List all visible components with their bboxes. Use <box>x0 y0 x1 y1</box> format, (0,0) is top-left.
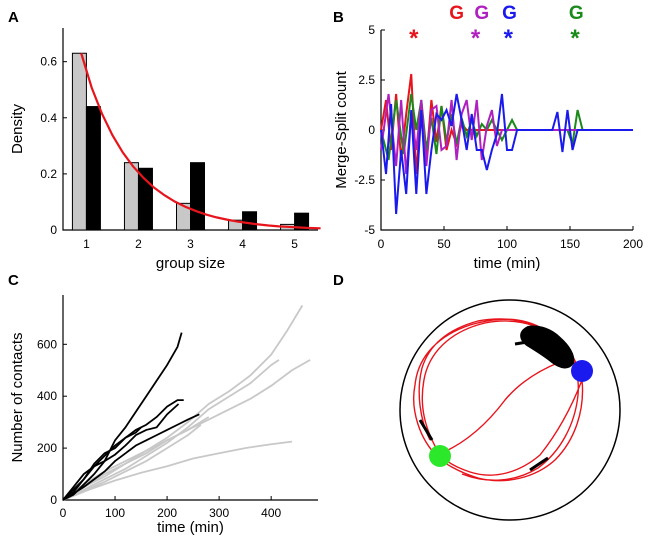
panel-b-star: * <box>504 25 514 52</box>
panel-b-ytick-label: 0 <box>368 123 375 137</box>
panel-c-xtick-label: 200 <box>157 506 177 520</box>
panel-a-ytick-label: 0.2 <box>40 167 57 181</box>
panel-label-b: B <box>333 9 344 26</box>
panel-b-ytick-label: -2.5 <box>354 173 375 187</box>
panel-a-chart: 0 0.2 0.4 0.6 1 2 3 4 5 group size Density <box>9 28 321 272</box>
panel-c-ytick-label: 600 <box>37 337 57 351</box>
panel-c-xlabel: time (min) <box>157 519 224 536</box>
panel-c-axes <box>62 295 318 501</box>
panel-b-ylabel: Merge-Split count <box>333 70 350 188</box>
panel-a-xtick-label: 2 <box>135 237 142 251</box>
panel-c-series-g5 <box>62 424 202 501</box>
panel-b-ytick-label: -5 <box>364 223 375 237</box>
panel-b-star: * <box>409 25 419 52</box>
panel-a-bar-model <box>294 212 310 231</box>
dense-trajectory-blob <box>520 325 575 369</box>
panel-b-xtick-label: 100 <box>497 237 517 251</box>
panel-c-xtick-label: 400 <box>261 506 281 520</box>
panel-b-ytick-label: 5 <box>368 23 375 37</box>
panel-b-xlabel: time (min) <box>474 255 541 272</box>
panel-a-bar-model <box>190 162 205 231</box>
panel-label-c: C <box>8 272 19 289</box>
panel-a-xtick-label: 5 <box>291 237 298 251</box>
panel-b-marker-label: G <box>474 3 489 24</box>
panel-b-series-blue <box>380 93 633 215</box>
panel-a-ylabel: Density <box>9 103 26 154</box>
panel-c-xtick-label: 300 <box>209 506 229 520</box>
arena-boundary <box>399 299 621 521</box>
panel-c-series-k5 <box>62 426 142 501</box>
panel-d-arena <box>399 299 621 521</box>
panel-label-a: A <box>8 9 19 26</box>
panel-a-ytick-label: 0 <box>50 223 57 237</box>
panel-c-chart: 0 200 400 600 0 100 200 300 400 time (min) Number … <box>9 295 318 536</box>
panel-b-marker-label: G <box>449 3 464 24</box>
panel-c-series-k1 <box>62 332 183 501</box>
end-position-marker <box>571 360 593 382</box>
panel-c-series-g1 <box>62 440 293 501</box>
panel-b-xtick-label: 0 <box>378 237 385 251</box>
panel-b-xtick-label: 200 <box>623 237 643 251</box>
dense-trajectory-tail <box>418 338 549 472</box>
panel-b-star: * <box>471 25 481 52</box>
panel-b-star: * <box>570 25 580 52</box>
start-position-marker <box>429 445 451 467</box>
panel-a-fit-curve <box>80 52 321 230</box>
panel-c-series-k3 <box>62 403 180 501</box>
panel-b-marker-label: G <box>569 3 584 24</box>
panel-a-bar-observed <box>71 52 87 231</box>
panel-c-ytick-label: 0 <box>50 493 57 507</box>
panel-a-ytick-label: 0.6 <box>40 55 57 69</box>
panel-a-bar-model <box>85 106 101 231</box>
panel-a-bar-observed <box>123 162 139 231</box>
panel-a-ytick-label: 0.4 <box>40 111 57 125</box>
panel-c-ytick-label: 200 <box>37 441 57 455</box>
panel-a-bar-model <box>242 211 258 231</box>
panel-c-ylabel: Number of contacts <box>9 332 26 462</box>
panel-c-ytick-label: 400 <box>37 389 57 403</box>
panel-a-xtick-label: 1 <box>83 237 90 251</box>
panel-c-series-k4 <box>62 413 200 501</box>
panel-a-xlabel: group size <box>156 255 225 272</box>
panel-b-xtick-label: 150 <box>560 237 580 251</box>
panel-c-series-g3 <box>62 304 304 501</box>
panel-c-xtick-label: 0 <box>60 506 67 520</box>
panel-a-xtick-label: 3 <box>187 237 194 251</box>
panel-label-d: D <box>333 272 344 289</box>
panel-a-bar-model <box>137 167 153 231</box>
panel-b-marker-label: G <box>502 3 517 24</box>
panel-c-xtick-label: 100 <box>105 506 125 520</box>
panel-b-ytick-label: 2.5 <box>358 73 375 87</box>
panel-b-xtick-label: 50 <box>437 237 451 251</box>
panel-a-xtick-label: 4 <box>239 237 246 251</box>
